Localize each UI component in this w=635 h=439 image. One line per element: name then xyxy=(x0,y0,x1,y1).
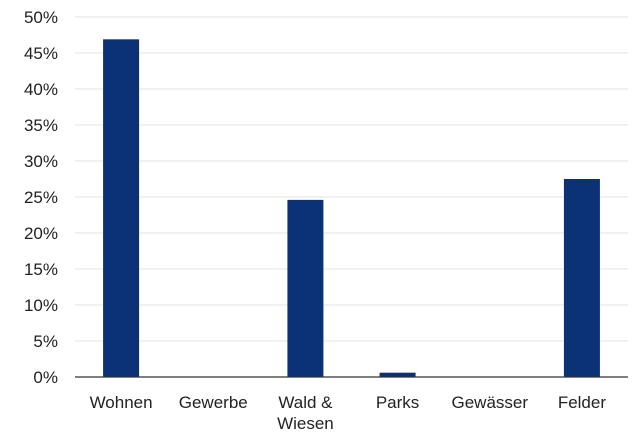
gridlines xyxy=(75,16,628,342)
y-axis-tick-labels: 0% 5% 10% 15% 20% 25% 30% 35% 40% 45% 50% xyxy=(24,8,58,387)
x-tick-label: Wohnen xyxy=(90,393,153,412)
y-tick-label: 20% xyxy=(24,224,58,243)
bar xyxy=(287,199,324,377)
x-tick-label-line: Gewerbe xyxy=(179,393,248,412)
y-tick-label: 45% xyxy=(24,44,58,63)
y-tick-label: 30% xyxy=(24,152,58,171)
bars xyxy=(103,39,600,377)
x-tick-label: Parks xyxy=(376,393,419,412)
y-tick-label: 50% xyxy=(24,8,58,27)
bar xyxy=(379,372,416,377)
x-tick-label-line: Wiesen xyxy=(277,414,334,433)
x-tick-label: Gewerbe xyxy=(179,393,248,412)
x-tick-label: Felder xyxy=(558,393,607,412)
bar xyxy=(103,39,140,377)
x-tick-label-line: Wald & xyxy=(278,393,333,412)
y-tick-label: 40% xyxy=(24,80,58,99)
x-tick-label-line: Felder xyxy=(558,393,607,412)
x-axis-category-labels: Wohnen Gewerbe Wald & Wiesen Parks Gewässer Fe… xyxy=(90,393,607,433)
y-tick-label: 10% xyxy=(24,296,58,315)
bar xyxy=(563,179,600,377)
x-tick-label: Gewässer xyxy=(451,393,528,412)
y-tick-label: 25% xyxy=(24,188,58,207)
x-tick-label-line: Parks xyxy=(376,393,419,412)
x-tick-label-line: Gewässer xyxy=(451,393,528,412)
y-tick-label: 0% xyxy=(33,368,58,387)
y-tick-label: 35% xyxy=(24,116,58,135)
x-tick-label: Wald & Wiesen xyxy=(277,393,334,433)
y-tick-label: 15% xyxy=(24,260,58,279)
y-tick-label: 5% xyxy=(33,332,58,351)
x-tick-label-line: Wohnen xyxy=(90,393,153,412)
